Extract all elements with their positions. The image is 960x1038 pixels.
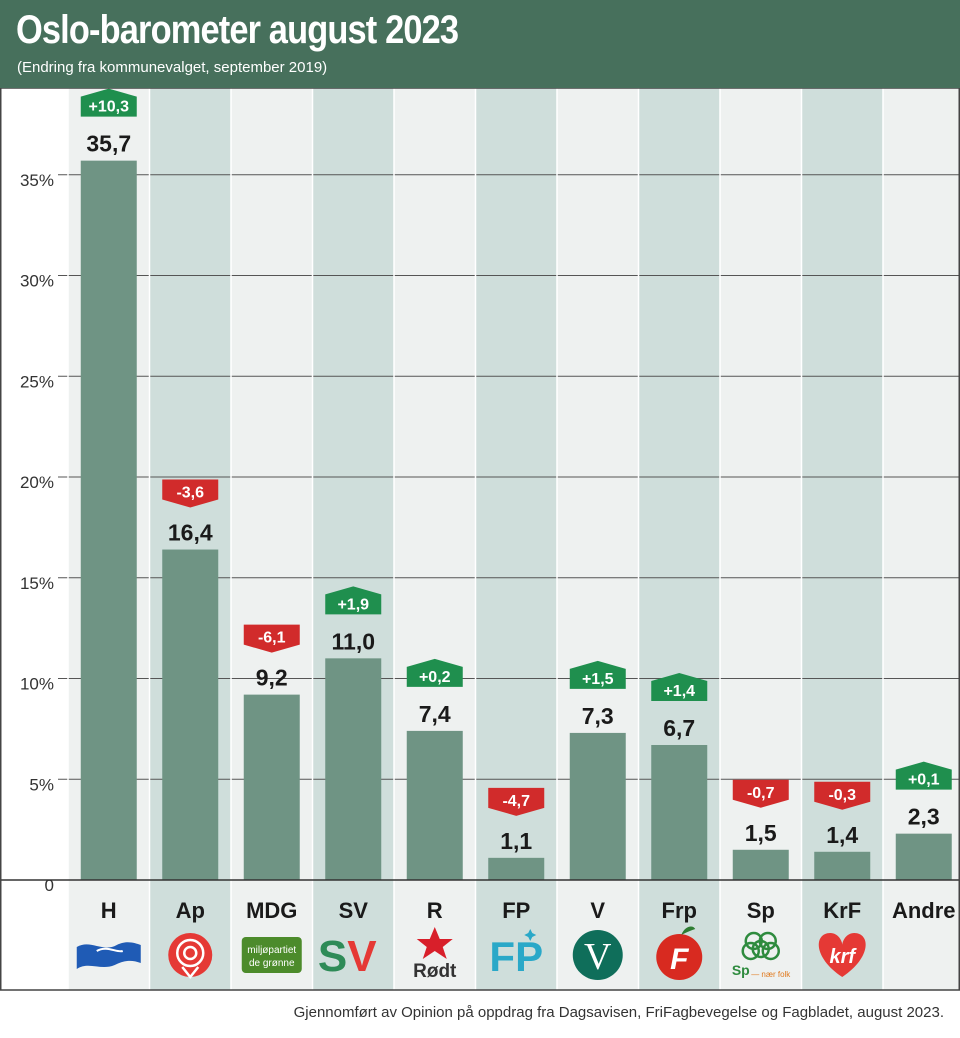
category-label: SV [339,898,369,923]
svg-text:miljøpartiet: miljøpartiet [247,945,296,956]
category-label: V [590,898,605,923]
frp-apple-icon: F [656,926,703,980]
change-badge [80,88,137,117]
column-bg [801,88,883,990]
change-label: +1,9 [337,596,369,613]
krf-heart-icon: krf [818,933,866,977]
bar-fp [488,857,545,880]
change-label: +0,2 [419,669,451,686]
svg-text:Rødt: Rødt [413,961,457,982]
page-subtitle: (Endring fra kommunevalget, september 20… [17,59,328,76]
change-badge [162,479,219,508]
svg-text:— nær folk: — nær folk [751,970,791,979]
value-label: 16,4 [168,520,213,546]
category-label: Ap [176,898,205,923]
value-label: 7,4 [419,701,451,727]
svg-text:V: V [584,936,612,978]
header-banner: Oslo-barometer august 2023 (Endring fra … [0,0,960,88]
change-label: -6,1 [258,630,286,647]
svg-text:V: V [347,932,377,981]
bar-sp [732,849,789,880]
svg-text:FP: FP [489,933,543,980]
category-label: R [427,898,443,923]
category-label: KrF [823,898,861,923]
category-label: H [101,898,117,923]
category-label: MDG [246,898,297,923]
category-label: Frp [662,898,697,923]
bar-krf [814,851,871,880]
bar-ap [162,549,219,880]
ap-rose-icon [168,933,213,980]
value-label: 11,0 [332,628,376,654]
change-label: -0,7 [747,785,775,802]
y-tick-label: 15% [20,574,54,593]
svg-text:F: F [670,943,689,976]
mdg-leaf-icon: miljøpartiet de grønne [241,937,302,973]
change-badge [732,779,789,808]
page-title: Oslo-barometer august 2023 [16,8,459,52]
bar-r [406,730,463,880]
change-badge [895,761,952,790]
y-tick-label: 25% [20,372,54,391]
value-label: 6,7 [663,715,695,741]
change-label: -3,6 [176,485,204,502]
change-label: -4,7 [502,793,530,810]
change-badge [569,660,626,689]
value-label: 1,4 [826,822,858,848]
svg-text:Sp: Sp [732,962,750,978]
value-label: 1,5 [745,820,777,846]
change-label: +10,3 [89,99,130,116]
column-bg [720,88,802,990]
bar-andre [895,833,952,880]
change-label: +1,4 [663,683,695,700]
rodt-star-icon: Rødt [413,927,457,982]
change-badge [406,658,463,687]
svg-text:S: S [318,932,347,981]
value-label: 2,3 [908,804,940,830]
bar-chart: 0 5% 10% 15% 20% 25% 30% 35% 35,7 +10,3 H 16,4 -3,6 A… [0,88,960,991]
y-tick-label: 10% [20,675,54,694]
source-note: Gjennomført av Opinion på oppdrag fra Da… [293,1004,944,1021]
change-label: -0,3 [828,787,856,804]
change-badge [243,624,300,653]
axis-strip [0,88,68,990]
y-tick-label: 20% [20,473,54,492]
change-label: +0,1 [908,772,940,789]
svg-text:de grønne: de grønne [249,958,295,969]
change-badge [651,672,708,701]
bar-h [80,160,137,880]
category-label: Andre [892,898,956,923]
change-label: +1,5 [582,671,614,688]
bar-v [569,732,626,880]
chart-frame [0,88,960,991]
value-label: 35,7 [86,131,131,157]
value-label: 9,2 [256,665,288,691]
value-label: 7,3 [582,703,614,729]
svg-text:krf: krf [829,946,857,968]
column-bg [475,88,557,990]
bar-frp [651,744,708,880]
y-tick-label: 5% [29,775,54,794]
change-badge [814,781,871,810]
sp-clover-icon: Sp — nær folk [732,931,791,979]
bar-sv [325,658,382,880]
y-tick-label: 35% [20,171,54,190]
venstre-v-icon: V [572,930,623,980]
fp-logo-icon: FP [489,929,543,980]
y-tick-label: 0 [45,876,54,895]
change-badge [488,787,545,816]
y-tick-label: 30% [20,272,54,291]
change-badge [325,586,382,615]
bar-mdg [243,694,300,880]
value-label: 1,1 [500,828,532,854]
category-label: FP [502,898,530,923]
hoyre-flag-icon [76,942,141,969]
category-label: Sp [747,898,775,923]
